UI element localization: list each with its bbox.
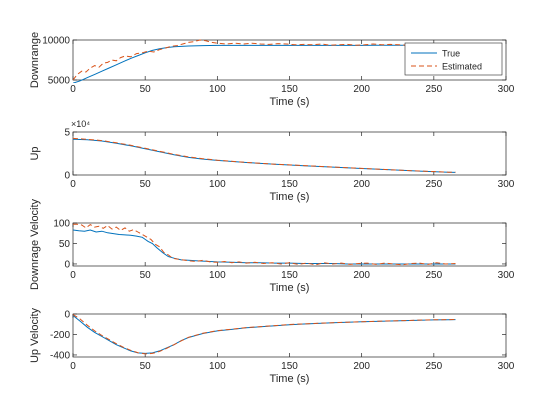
y-tick-label: 0 <box>64 310 70 321</box>
subplot-3: 0 50 100 150 200 250 300 0 50 100 Time (s) Downrage… <box>29 198 515 294</box>
y-tick-label: 10000 <box>42 36 70 47</box>
x-tick-label: 150 <box>281 270 298 281</box>
series-group <box>73 314 456 355</box>
x-axis-label: Time (s) <box>270 282 310 294</box>
x-tick-label: 50 <box>140 84 152 95</box>
y-tick-label: -400 <box>50 350 70 361</box>
x-axis-label: Time (s) <box>270 373 310 385</box>
series-line-estimated <box>73 137 456 173</box>
x-tick-label: 150 <box>281 361 298 372</box>
subplot-1: 0 50 100 150 200 250 300 5000 10000 Time (s) Downr… <box>29 32 515 108</box>
x-tick-label: 100 <box>209 179 226 190</box>
x-tick-label: 0 <box>70 84 76 95</box>
x-tick-label: 100 <box>209 84 226 95</box>
series-line-true <box>73 229 456 265</box>
y-tick-label: 0 <box>64 259 70 270</box>
x-tick-label: 150 <box>281 179 298 190</box>
x-tick-label: 250 <box>425 179 442 190</box>
x-tick-label: 200 <box>353 361 370 372</box>
y-tick-label: 0 <box>64 171 70 182</box>
series-line-estimated <box>73 39 456 81</box>
x-tick-label: 250 <box>425 270 442 281</box>
x-tick-label: 100 <box>209 361 226 372</box>
x-axis-label: Time (s) <box>270 191 310 203</box>
subplot-4: 0 50 100 150 200 250 300 -400 -200 0 Time (s) Up Ve… <box>29 307 515 385</box>
x-tick-label: 300 <box>498 361 515 372</box>
series-group <box>73 137 456 173</box>
x-tick-label: 0 <box>70 179 76 190</box>
x-tick-label: 200 <box>353 84 370 95</box>
x-tick-label: 250 <box>425 361 442 372</box>
x-tick-label: 200 <box>353 179 370 190</box>
series-group <box>73 223 456 266</box>
x-tick-label: 0 <box>70 270 76 281</box>
x-tick-label: 300 <box>498 84 515 95</box>
y-axis-label: Downrange <box>29 32 41 88</box>
x-tick-label: 300 <box>498 270 515 281</box>
x-tick-label: 50 <box>140 270 152 281</box>
plot-area <box>72 222 507 267</box>
x-tick-label: 200 <box>353 270 370 281</box>
legend: True Estimated <box>404 42 503 76</box>
series-line-estimated <box>73 314 456 355</box>
y-exponent-label: ×10⁴ <box>71 119 90 129</box>
y-tick-label: 50 <box>59 239 71 250</box>
plot-area <box>72 131 507 176</box>
series-line-estimated <box>73 223 456 266</box>
y-tick-label: -200 <box>50 330 70 341</box>
y-tick-label: 100 <box>53 219 70 230</box>
x-tick-label: 50 <box>140 179 152 190</box>
legend-label: True <box>442 49 460 59</box>
legend-label: Estimated <box>442 62 482 72</box>
legend-box <box>404 42 503 76</box>
x-tick-label: 50 <box>140 361 152 372</box>
x-tick-label: 250 <box>425 84 442 95</box>
y-tick-label: 5000 <box>48 76 71 87</box>
x-tick-label: 300 <box>498 179 515 190</box>
y-axis-label: Up Velocity <box>29 307 41 363</box>
y-axis-label: Up <box>29 146 41 160</box>
series-line-true <box>73 44 456 83</box>
y-axis-label: Downrage Velocity <box>29 198 41 290</box>
series-group <box>73 39 456 83</box>
y-tick-label: 5 <box>64 128 70 139</box>
plot-area <box>72 313 507 358</box>
x-tick-label: 100 <box>209 270 226 281</box>
x-tick-label: 150 <box>281 84 298 95</box>
x-tick-label: 0 <box>70 361 76 372</box>
x-axis-label: Time (s) <box>270 96 310 108</box>
subplot-2: 0 50 100 150 200 250 300 0 5×10⁴ Time (s) Up <box>29 119 515 203</box>
